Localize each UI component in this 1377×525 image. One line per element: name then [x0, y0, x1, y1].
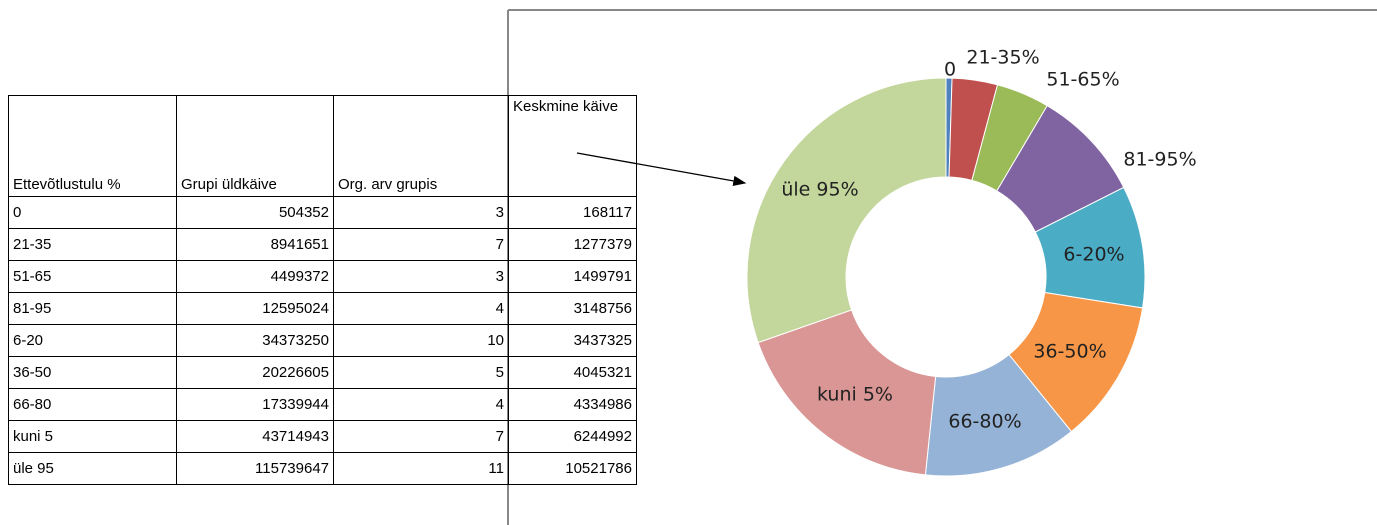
table-cell: 34373250 [176, 324, 334, 357]
table-cell: 1277379 [508, 228, 637, 261]
table-cell: Org. arv grupis [333, 95, 509, 197]
table-row: 51-65 4499372 3 1499791 [8, 260, 637, 293]
table-cell: 3 [333, 196, 509, 229]
table-cell: 3 [333, 260, 509, 293]
segment-label: 21-35% [966, 47, 1039, 69]
table-cell: 4045321 [508, 356, 637, 389]
table-cell: 7 [333, 228, 509, 261]
table-cell: 8941651 [176, 228, 334, 261]
table-cell: 20226605 [176, 356, 334, 389]
table-cell: 3437325 [508, 324, 637, 357]
segment-label: 36-50% [1033, 341, 1106, 363]
table-cell: üle 95 [8, 452, 177, 485]
segment-label: 66-80% [948, 411, 1021, 433]
table-row: 6-20 34373250 10 3437325 [8, 324, 637, 357]
table-cell: 6244992 [508, 420, 637, 453]
table-row: 66-80 17339944 4 4334986 [8, 388, 637, 421]
table-cell: 4334986 [508, 388, 637, 421]
table-cell: 51-65 [8, 260, 177, 293]
segment-label: üle 95% [781, 179, 858, 201]
table-cell: 5 [333, 356, 509, 389]
table-row: 0 504352 3 168117 [8, 196, 637, 229]
header-row: Ettevõtlustulu % Grupi üldkäive Org. arv g… [8, 95, 637, 197]
table-cell: Ettevõtlustulu % [8, 95, 177, 197]
table-cell: Keskmine käive [508, 95, 637, 197]
table-cell: Grupi üldkäive [176, 95, 334, 197]
table-row: 81-95 12595024 4 3148756 [8, 292, 637, 325]
table-row: üle 95 115739647 11 10521786 [8, 452, 637, 485]
table-cell: 81-95 [8, 292, 177, 325]
table-cell: 10 [333, 324, 509, 357]
table-cell: 504352 [176, 196, 334, 229]
table-cell: 36-50 [8, 356, 177, 389]
table-cell: 4 [333, 292, 509, 325]
table-cell: 43714943 [176, 420, 334, 453]
table-cell: 4499372 [176, 260, 334, 293]
table-cell: 11 [333, 452, 509, 485]
table-cell: 0 [8, 196, 177, 229]
table-cell: 21-35 [8, 228, 177, 261]
table-cell: 3148756 [508, 292, 637, 325]
table-cell: kuni 5 [8, 420, 177, 453]
table-cell: 10521786 [508, 452, 637, 485]
table-cell: 12595024 [176, 292, 334, 325]
segment-label: kuni 5% [817, 384, 893, 406]
table-row: kuni 5 43714943 7 6244992 [8, 420, 637, 453]
table-cell: 168117 [508, 196, 637, 229]
table-cell: 6-20 [8, 324, 177, 357]
segment-label: 51-65% [1046, 69, 1119, 91]
segment-label: 0 [944, 59, 956, 81]
donut-segment [757, 309, 937, 476]
donut: 0 21-35% 51-65% 81-95% 6-20% 36-50% 66-80% kuni… [746, 47, 1197, 477]
table-cell: 17339944 [176, 388, 334, 421]
segment-label: 81-95% [1123, 149, 1196, 171]
data-table: Ettevõtlustulu % Grupi üldkäive Org. arv g… [8, 95, 637, 485]
segment-label: 6-20% [1063, 244, 1124, 266]
table-cell: 4 [333, 388, 509, 421]
donut-segment [746, 77, 947, 344]
table-cell: 1499791 [508, 260, 637, 293]
table-row: 36-50 20226605 5 4045321 [8, 356, 637, 389]
table-row: 21-35 8941651 7 1277379 [8, 228, 637, 261]
table-cell: 7 [333, 420, 509, 453]
table-cell: 115739647 [176, 452, 334, 485]
table-cell: 66-80 [8, 388, 177, 421]
